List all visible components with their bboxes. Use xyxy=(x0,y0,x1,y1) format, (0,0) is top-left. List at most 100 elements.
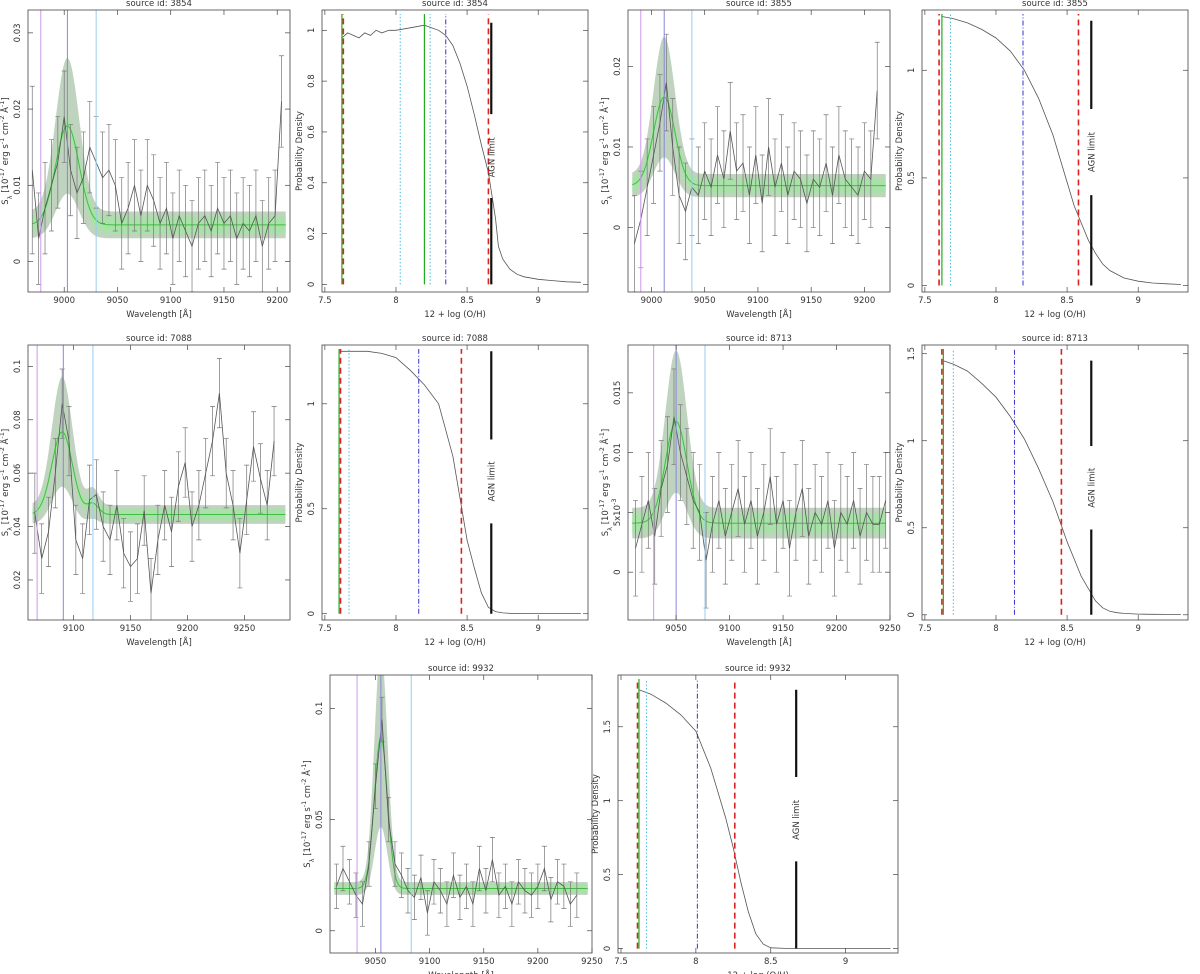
x-axis-label: 12 + log (O/H) xyxy=(424,638,486,648)
x-tick-label: 8.5 xyxy=(1060,624,1074,634)
x-tick-label: 9 xyxy=(536,624,541,634)
y-tick-label: 0 xyxy=(907,283,917,288)
probability-density-curve xyxy=(340,350,581,614)
x-tick-label: 8.5 xyxy=(460,624,474,634)
panel-title: source id: 3854 xyxy=(422,0,488,9)
spectrum-data-line xyxy=(635,416,887,561)
y-tick-label: 1 xyxy=(307,401,317,406)
panel-title: source id: 8713 xyxy=(726,334,792,344)
agn-limit-label: AGN limit xyxy=(1087,131,1097,172)
panel-p9932: source id: 9932 AGN limit 7.5 8 8.5 9 0 0.5 1 1.5… xyxy=(591,664,899,974)
spectrum-data-line xyxy=(634,82,878,244)
y-axis-label: Probability Density xyxy=(591,774,601,854)
y-tick-label: 0.4 xyxy=(307,176,317,190)
y-axis-label: Sλ [10-17 erg s-1 cm-2 Å-1] xyxy=(0,97,14,205)
y-tick-label: 5x10-3 xyxy=(610,499,623,527)
x-tick-label: 9050 xyxy=(107,296,129,306)
x-tick-label: 9250 xyxy=(879,624,901,634)
panel-s9932: source id: 9932 9050 9100 9150 9200 9250 0 0.05… xyxy=(300,664,603,974)
x-axis-label: 12 + log (O/H) xyxy=(727,971,789,974)
panel-s7088: source id: 7088 9100 9150 9200 9250 0.02 0.04 0… xyxy=(0,334,291,648)
panel-s3854: source id: 3854 9000 9050 9100 9150 9200 0 0.01… xyxy=(0,0,291,320)
x-tick-label: 9100 xyxy=(160,296,182,306)
error-bar xyxy=(574,872,580,918)
x-tick-label: 8.5 xyxy=(764,957,778,967)
y-tick-label: 0 xyxy=(307,611,317,616)
y-tick-label: 0.2 xyxy=(307,227,317,241)
x-tick-label: 9200 xyxy=(527,957,549,967)
panel-p3855: source id: 3855 AGN limit 7.5 8 8.5 9 0 0.5 1 12 … xyxy=(895,0,1189,320)
model-line xyxy=(334,736,588,889)
y-tick-label: 0.03 xyxy=(13,23,23,42)
x-tick-label: 9200 xyxy=(177,624,199,634)
panel-title: source id: 7088 xyxy=(422,334,488,344)
model-uncertainty-band xyxy=(632,350,886,539)
x-tick-label: 7.5 xyxy=(318,624,332,634)
x-tick-label: 9 xyxy=(1136,624,1141,634)
y-tick-label: 0 xyxy=(307,282,317,287)
panel-p3854: source id: 3854 AGN limit 7.5 8 8.5 9 0 0.2 0.4 0… xyxy=(295,0,589,320)
y-axis-label: Sλ [10-17 erg s-1 cm-2 Å-1] xyxy=(598,429,614,537)
y-tick-label: 0.8 xyxy=(307,74,317,88)
y-tick-label: 0 xyxy=(13,259,23,264)
y-axis-label: Probability Density xyxy=(895,443,905,523)
x-tick-label: 8 xyxy=(993,624,998,634)
y-axis-label: Probability Density xyxy=(295,111,305,191)
y-tick-label: 0.02 xyxy=(13,100,23,119)
plot-area xyxy=(32,345,286,620)
y-tick-label: 0.01 xyxy=(613,138,623,157)
y-tick-label: 0.6 xyxy=(307,125,317,139)
error-bar xyxy=(29,85,35,255)
y-tick-label: 0 xyxy=(603,946,613,951)
y-axis-label: Sλ [10-17 erg s-1 cm-2 Å-1] xyxy=(598,97,614,205)
axes-frame xyxy=(617,674,899,954)
x-tick-label: 9 xyxy=(536,296,541,306)
x-axis-label: 12 + log (O/H) xyxy=(1024,310,1086,320)
y-axis-label: Probability Density xyxy=(895,111,905,191)
panel-title: source id: 8713 xyxy=(1022,334,1088,344)
y-tick-label: 0.5 xyxy=(603,868,613,882)
model-line xyxy=(32,431,286,515)
plot-area xyxy=(636,679,891,949)
axes-frame xyxy=(627,344,891,621)
axes-frame xyxy=(921,9,1189,293)
axes-frame xyxy=(921,344,1189,621)
axes-frame xyxy=(627,9,891,293)
axes-frame xyxy=(27,9,291,293)
plot-area xyxy=(338,349,581,614)
y-tick-label: 0.01 xyxy=(613,443,623,462)
model-band xyxy=(632,89,886,193)
x-tick-label: 7.5 xyxy=(918,296,932,306)
x-tick-label: 8.5 xyxy=(1060,296,1074,306)
x-axis-label: 12 + log (O/H) xyxy=(1024,638,1086,648)
x-tick-label: 7.5 xyxy=(318,296,332,306)
x-tick-label: 9050 xyxy=(694,296,716,306)
y-axis-label: Sλ [10-17 erg s-1 cm-2 Å-1] xyxy=(0,429,14,537)
panel-s8713: source id: 8713 9050 9100 9150 9200 9250 0 5x10… xyxy=(598,334,901,648)
panel-p7088: source id: 7088 AGN limit 7.5 8 8.5 9 0 0.5 1 12 … xyxy=(295,334,589,648)
y-tick-label: 0.02 xyxy=(13,570,23,589)
y-tick-label: 1.5 xyxy=(907,347,917,361)
model-band xyxy=(32,117,286,234)
x-tick-label: 9150 xyxy=(772,624,794,634)
agn-limit-label: AGN limit xyxy=(487,137,497,178)
model-uncertainty-band xyxy=(334,675,588,895)
x-tick-label: 9200 xyxy=(826,624,848,634)
y-axis-label: Probability Density xyxy=(295,443,305,523)
y-tick-label: 0 xyxy=(315,928,325,933)
y-tick-label: 0.5 xyxy=(307,502,317,516)
x-tick-label: 9150 xyxy=(473,957,495,967)
probability-density-curve xyxy=(638,689,891,949)
panel-s3855: source id: 3855 9000 9050 9100 9150 9200 0 0.01… xyxy=(598,0,891,320)
y-tick-label: 0.01 xyxy=(13,176,23,195)
y-tick-label: 0 xyxy=(613,569,623,574)
plot-area xyxy=(631,10,886,292)
axes-frame xyxy=(27,344,291,621)
axes-frame xyxy=(321,9,589,293)
y-tick-label: 0.1 xyxy=(315,702,325,716)
x-tick-label: 9100 xyxy=(419,957,441,967)
x-tick-label: 9100 xyxy=(63,624,85,634)
y-tick-label: 0.5 xyxy=(907,521,917,535)
panel-title: source id: 3855 xyxy=(726,0,792,9)
x-tick-label: 9 xyxy=(1136,296,1141,306)
